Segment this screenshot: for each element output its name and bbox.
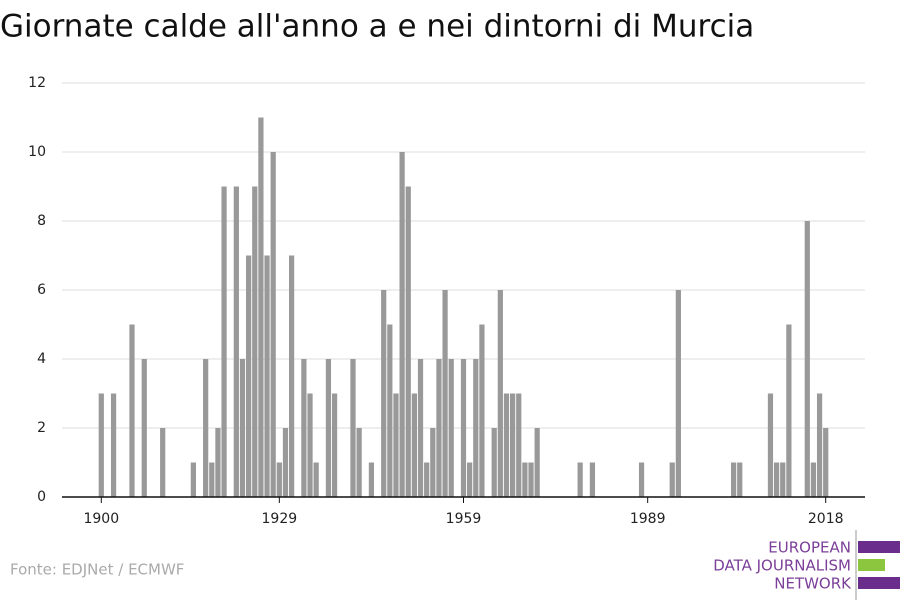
bar [773, 462, 780, 497]
bar [460, 359, 467, 497]
y-tick-label: 2 [37, 420, 46, 436]
y-tick-label: 10 [28, 144, 46, 160]
bar [522, 462, 528, 497]
bar [816, 393, 823, 497]
bar [638, 462, 645, 497]
bar [325, 359, 332, 497]
y-tick-label: 4 [37, 351, 46, 367]
bar [497, 290, 503, 497]
logo-bar [858, 559, 885, 571]
bar [239, 359, 246, 497]
bar [810, 462, 817, 497]
chart-title: Giornate calde all'anno a e nei dintorni… [0, 9, 754, 45]
bar [356, 428, 362, 497]
bar [737, 462, 743, 497]
bar [405, 186, 411, 497]
bar [246, 255, 252, 497]
bar [258, 117, 264, 497]
bar [675, 290, 681, 497]
bar [381, 290, 387, 497]
bar [331, 393, 338, 497]
x-tick-label: 1929 [262, 511, 298, 527]
y-tick-label: 0 [37, 489, 46, 505]
bar [528, 462, 534, 497]
bar [129, 324, 135, 497]
bar [442, 290, 448, 497]
logo-text: NETWORK [774, 575, 852, 593]
y-tick-label: 8 [37, 213, 46, 229]
bar [350, 359, 356, 497]
bar [473, 359, 479, 497]
bar [780, 462, 786, 497]
bar [368, 462, 375, 497]
x-tick-label: 1900 [83, 511, 119, 527]
x-tick-label: 2018 [808, 511, 844, 527]
bar [491, 428, 497, 497]
bar [448, 359, 454, 497]
bar [399, 152, 405, 497]
bar [804, 221, 810, 497]
bar [516, 393, 522, 497]
bar [589, 462, 596, 497]
bar [510, 393, 516, 497]
bar [424, 462, 430, 497]
bar [417, 359, 424, 497]
y-tick-label: 12 [28, 75, 46, 91]
bar [503, 393, 510, 497]
bar [276, 462, 282, 497]
logo-bar [858, 541, 900, 553]
bar [282, 428, 289, 497]
bar [221, 186, 227, 497]
logo-text: DATA JOURNALISM [713, 557, 851, 575]
x-tick-label: 1989 [630, 511, 666, 527]
bar [387, 324, 393, 497]
bar [731, 462, 737, 497]
logo-bar [858, 577, 900, 589]
bar [577, 462, 583, 497]
source: Fonte: EDJNet / ECMWF [10, 561, 184, 579]
bar [301, 359, 307, 497]
bar [411, 393, 417, 497]
bar [393, 393, 399, 497]
bar [430, 428, 436, 497]
bar [767, 393, 774, 497]
bar [98, 393, 104, 497]
bar [252, 186, 258, 497]
bar [313, 462, 319, 497]
bar [669, 462, 675, 497]
bar [110, 393, 117, 497]
bar [786, 324, 792, 497]
bar [467, 462, 473, 497]
bar [479, 324, 485, 497]
bar [190, 462, 196, 497]
bar [823, 428, 829, 497]
bar [203, 359, 209, 497]
logo-text: EUROPEAN [768, 539, 851, 557]
bar [264, 255, 270, 497]
bar [436, 359, 442, 497]
x-tick-label: 1959 [446, 511, 482, 527]
bar [307, 393, 313, 497]
bar [141, 359, 147, 497]
bar [534, 428, 540, 497]
logo: EUROPEAN DATA JOURNALISM NETWORK [713, 530, 900, 600]
bar [215, 428, 221, 497]
bar [160, 428, 166, 497]
bar [288, 255, 295, 497]
bar [209, 462, 215, 497]
bar [270, 152, 276, 497]
y-tick-label: 6 [37, 282, 46, 298]
bar [233, 186, 239, 497]
